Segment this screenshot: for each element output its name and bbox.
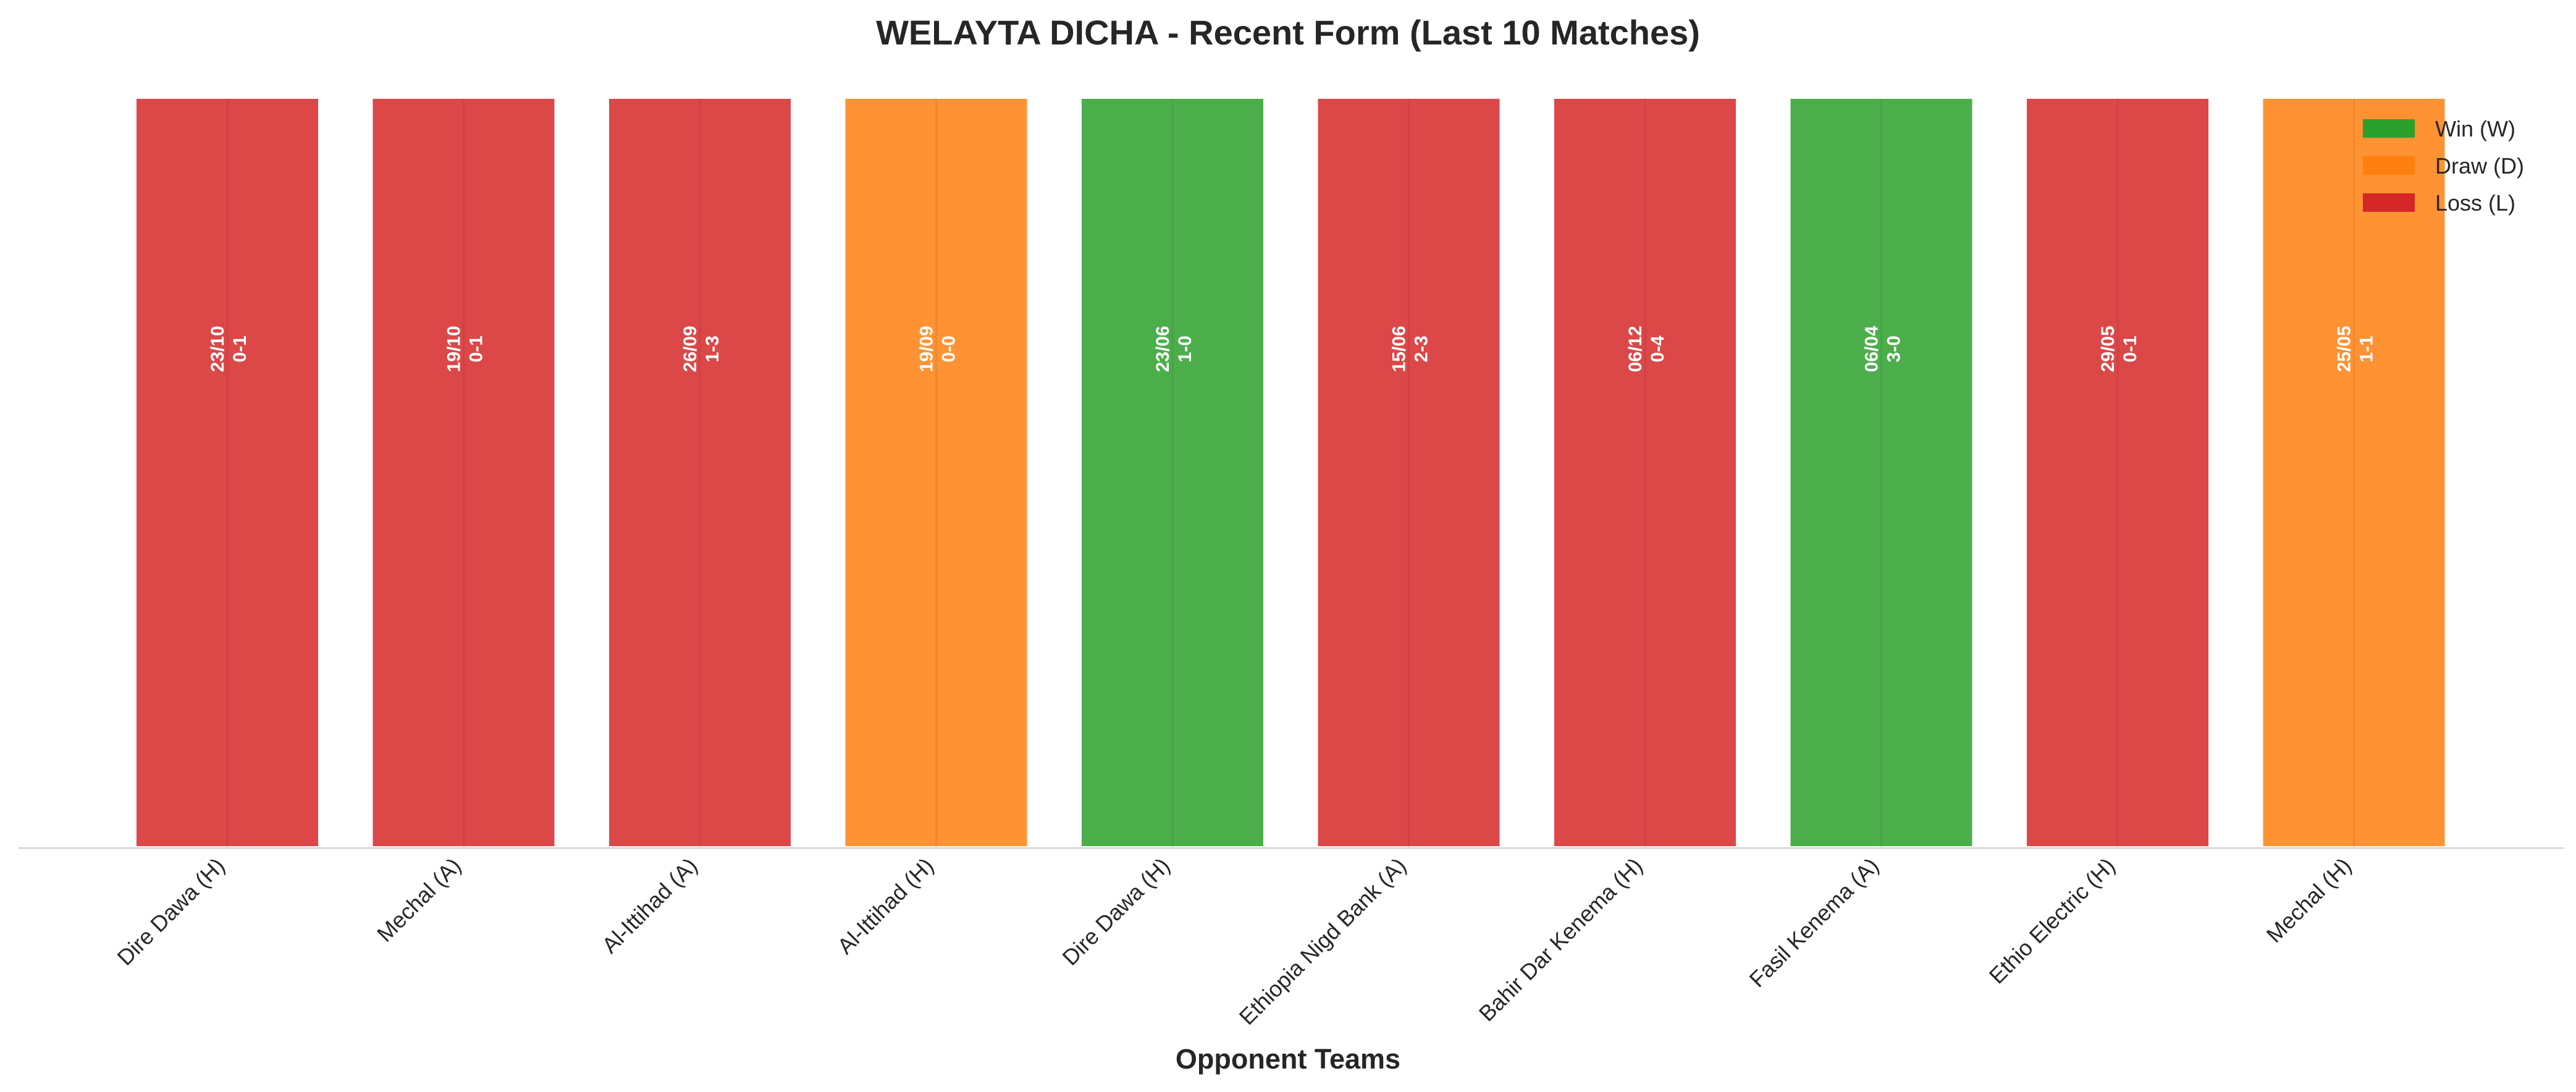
bar-l bbox=[1315, 96, 1502, 849]
bar-score-label: 0-1 bbox=[2120, 335, 2140, 362]
bars-layer: 23/10 0-1 19/10 0-1 26/09 1-3 19/09 0-0 23/06 1-0… bbox=[134, 96, 2448, 849]
bar-score-label: 1-3 bbox=[702, 335, 723, 362]
legend-swatch-l bbox=[2363, 193, 2415, 212]
bar-data-label: 06/04 3-0 bbox=[1862, 326, 1905, 372]
bar-score-label: 1-1 bbox=[2357, 335, 2377, 362]
bar-date-label: 19/09 bbox=[917, 326, 937, 372]
legend-label: Win (W) bbox=[2435, 116, 2515, 141]
bar-date-label: 23/06 bbox=[1153, 326, 1173, 372]
x-tick-label: Dire Dawa (H) bbox=[1057, 853, 1174, 970]
bar-d bbox=[2260, 96, 2448, 849]
bar-date-label: 19/10 bbox=[444, 326, 465, 372]
chart-title: WELAYTA DICHA - Recent Form (Last 10 Mat… bbox=[876, 13, 1700, 52]
bar-score-label: 3-0 bbox=[1884, 335, 1905, 362]
bar-date-label: 25/05 bbox=[2334, 326, 2355, 372]
bar-score-label: 0-1 bbox=[466, 335, 487, 362]
legend: Win (W) Draw (D) Loss (L) bbox=[2363, 116, 2524, 216]
bar-data-label: 19/10 0-1 bbox=[444, 326, 487, 372]
bar-date-label: 23/10 bbox=[208, 326, 228, 372]
bar-data-label: 15/06 2-3 bbox=[1389, 326, 1432, 372]
bar-score-label: 0-4 bbox=[1648, 335, 1668, 363]
bar-date-label: 06/04 bbox=[1862, 326, 1882, 372]
bar-data-label: 19/09 0-0 bbox=[917, 326, 959, 372]
x-tick-label: Mechal (A) bbox=[372, 853, 466, 947]
legend-label: Draw (D) bbox=[2435, 153, 2524, 178]
x-tick-label: Bahir Dar Kenema (H) bbox=[1474, 853, 1648, 1027]
x-axis-label: Opponent Teams bbox=[1176, 1043, 1400, 1075]
bar-data-label: 23/10 0-1 bbox=[208, 326, 250, 372]
bar-data-label: 26/09 1-3 bbox=[680, 326, 723, 372]
legend-swatch-d bbox=[2363, 156, 2415, 175]
bar-l bbox=[370, 96, 557, 849]
x-tick-label: Dire Dawa (H) bbox=[112, 853, 229, 970]
x-tick-label: Al-Ittihad (H) bbox=[832, 853, 938, 959]
bar-l bbox=[607, 96, 793, 849]
bar-data-label: 25/05 1-1 bbox=[2334, 326, 2377, 372]
bar-d bbox=[843, 96, 1030, 849]
bar-date-label: 15/06 bbox=[1389, 326, 1410, 372]
bar-w bbox=[1079, 96, 1266, 849]
x-tick-label: Al-Ittihad (A) bbox=[597, 853, 702, 958]
bar-data-label: 23/06 1-0 bbox=[1153, 326, 1195, 372]
x-tick-label: Ethiopia Nigd Bank (A) bbox=[1234, 853, 1412, 1030]
bar-score-label: 0-1 bbox=[230, 335, 250, 362]
bar-score-label: 2-3 bbox=[1412, 335, 1432, 362]
x-tick-label: Ethio Electric (H) bbox=[1984, 853, 2120, 989]
bar-date-label: 29/05 bbox=[2098, 326, 2118, 372]
bar-date-label: 06/12 bbox=[1625, 326, 1646, 372]
bar-score-label: 1-0 bbox=[1175, 335, 1195, 362]
bar-data-label: 29/05 0-1 bbox=[2098, 326, 2140, 372]
x-tick-labels: Dire Dawa (H) Mechal (A) Al-Ittihad (A) Al-… bbox=[112, 853, 2356, 1030]
bar-data-label: 06/12 0-4 bbox=[1625, 326, 1668, 372]
legend-label: Loss (L) bbox=[2435, 190, 2515, 216]
bar-score-label: 0-0 bbox=[939, 335, 959, 362]
x-tick-label: Fasil Kenema (A) bbox=[1745, 853, 1884, 993]
x-tick-label: Mechal (H) bbox=[2262, 853, 2356, 947]
bar-l bbox=[1552, 96, 1738, 849]
bar-l bbox=[134, 96, 321, 849]
bar-date-label: 26/09 bbox=[680, 326, 701, 372]
legend-swatch-w bbox=[2363, 119, 2415, 138]
